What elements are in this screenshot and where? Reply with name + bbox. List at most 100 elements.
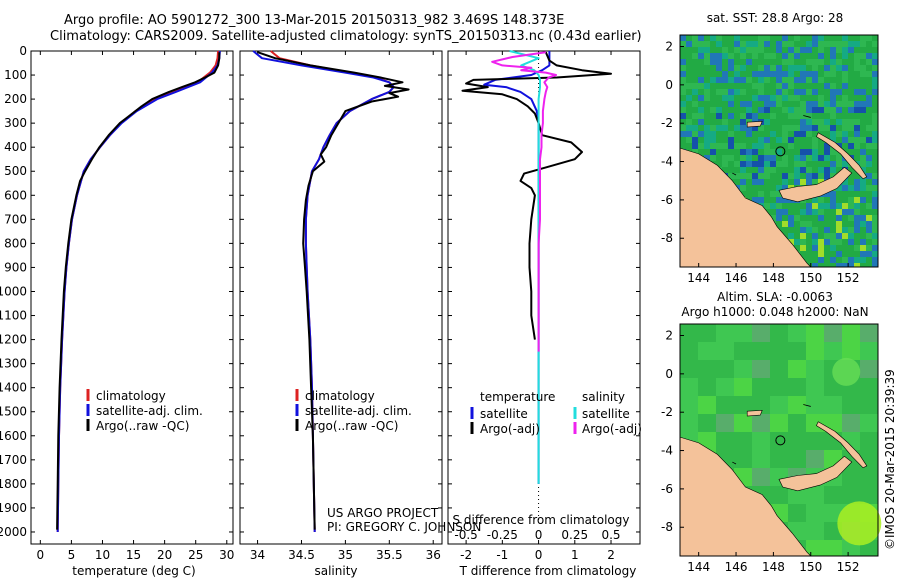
map-cell [872, 233, 878, 239]
map-cell [800, 227, 806, 233]
map-cell [704, 137, 710, 143]
map-cell [842, 71, 848, 77]
map-cell [866, 125, 872, 131]
map-cell [806, 396, 824, 414]
map-cell [776, 101, 782, 107]
map-cell [698, 53, 704, 59]
map-cell [680, 107, 686, 113]
map-cell [710, 149, 716, 155]
map-cell [680, 35, 686, 41]
map-cell [746, 107, 752, 113]
map-cell [848, 119, 854, 125]
map-cell [806, 89, 812, 95]
map-cell [782, 137, 788, 143]
map-cell [794, 125, 800, 131]
map-cell [854, 65, 860, 71]
map-cell [866, 143, 872, 149]
map-cell [866, 95, 872, 101]
map-cell [800, 179, 806, 185]
map-cell [866, 203, 872, 209]
map-cell [830, 59, 836, 65]
map-cell [872, 197, 878, 203]
map-cell [740, 185, 746, 191]
map-cell [680, 101, 686, 107]
map-cell [746, 155, 752, 161]
land-new-ireland [816, 132, 868, 180]
map-cell [836, 131, 842, 137]
map-cell [818, 239, 824, 245]
map-cell [698, 35, 704, 41]
map-cell [734, 47, 740, 53]
map-cell [854, 41, 860, 47]
map-cell [782, 83, 788, 89]
map-cell [806, 203, 812, 209]
map-cell [842, 125, 848, 131]
map-cell [872, 53, 878, 59]
island-outline [803, 404, 811, 407]
map-cell [752, 360, 770, 378]
lon-tick-label: 150 [799, 271, 822, 285]
map-cell [704, 143, 710, 149]
map-cell [758, 83, 764, 89]
x-tick-label: 35 [338, 548, 353, 562]
lat-tick-label: -2 [661, 116, 673, 130]
depth-tick-label: 1300 [0, 357, 27, 371]
map-cell [806, 522, 824, 540]
map-cell [860, 342, 878, 360]
map-cell [746, 161, 752, 167]
x-axis-label: temperature (deg C) [72, 564, 195, 578]
map-cell [770, 131, 776, 137]
map-cell [782, 221, 788, 227]
map-cell [842, 257, 848, 263]
map-cell [728, 173, 734, 179]
map-cell [872, 227, 878, 233]
map-cell [734, 173, 740, 179]
map-cell [734, 41, 740, 47]
map-cell [848, 41, 854, 47]
map-cell [758, 125, 764, 131]
map-cell [866, 227, 872, 233]
map-cell [842, 119, 848, 125]
map-cell [722, 89, 728, 95]
map-cell [794, 107, 800, 113]
map-cell [686, 83, 692, 89]
map-cell [866, 221, 872, 227]
map-cell [734, 89, 740, 95]
map-cell [866, 35, 872, 41]
depth-tick-label: 2000 [0, 525, 27, 539]
map-cell [806, 209, 812, 215]
map-cell [854, 119, 860, 125]
map-cell [752, 95, 758, 101]
map-cell [872, 77, 878, 83]
map-cell [728, 137, 734, 143]
map-cell [710, 35, 716, 41]
float-marker [775, 146, 786, 157]
map-cell [698, 119, 704, 125]
map-cell [866, 161, 872, 167]
series-line [56, 50, 221, 533]
map-cell [710, 125, 716, 131]
map-cell [830, 203, 836, 209]
map-cell [830, 131, 836, 137]
map-cell [842, 35, 848, 41]
map-sst: sat. SST: 28.8 Argo: 28 144 146 148 150 152 2 0… [661, 11, 879, 285]
map-cell [860, 414, 878, 432]
map-cell [764, 149, 770, 155]
map-cell [764, 203, 770, 209]
map-cell [860, 257, 866, 263]
map-cell [698, 107, 704, 113]
map-cell [818, 107, 824, 113]
map-cell [770, 113, 776, 119]
map-cell [728, 77, 734, 83]
map-cell [872, 191, 878, 197]
map-cell [818, 245, 824, 251]
map-cell [752, 173, 758, 179]
map-cell [740, 53, 746, 59]
map-cell [794, 239, 800, 245]
map-cell [782, 35, 788, 41]
map-cell [824, 125, 830, 131]
map-cell [686, 95, 692, 101]
map-cell [806, 149, 812, 155]
map-cell [788, 233, 794, 239]
map-title: Altim. SLA: -0.0063 [717, 290, 833, 304]
